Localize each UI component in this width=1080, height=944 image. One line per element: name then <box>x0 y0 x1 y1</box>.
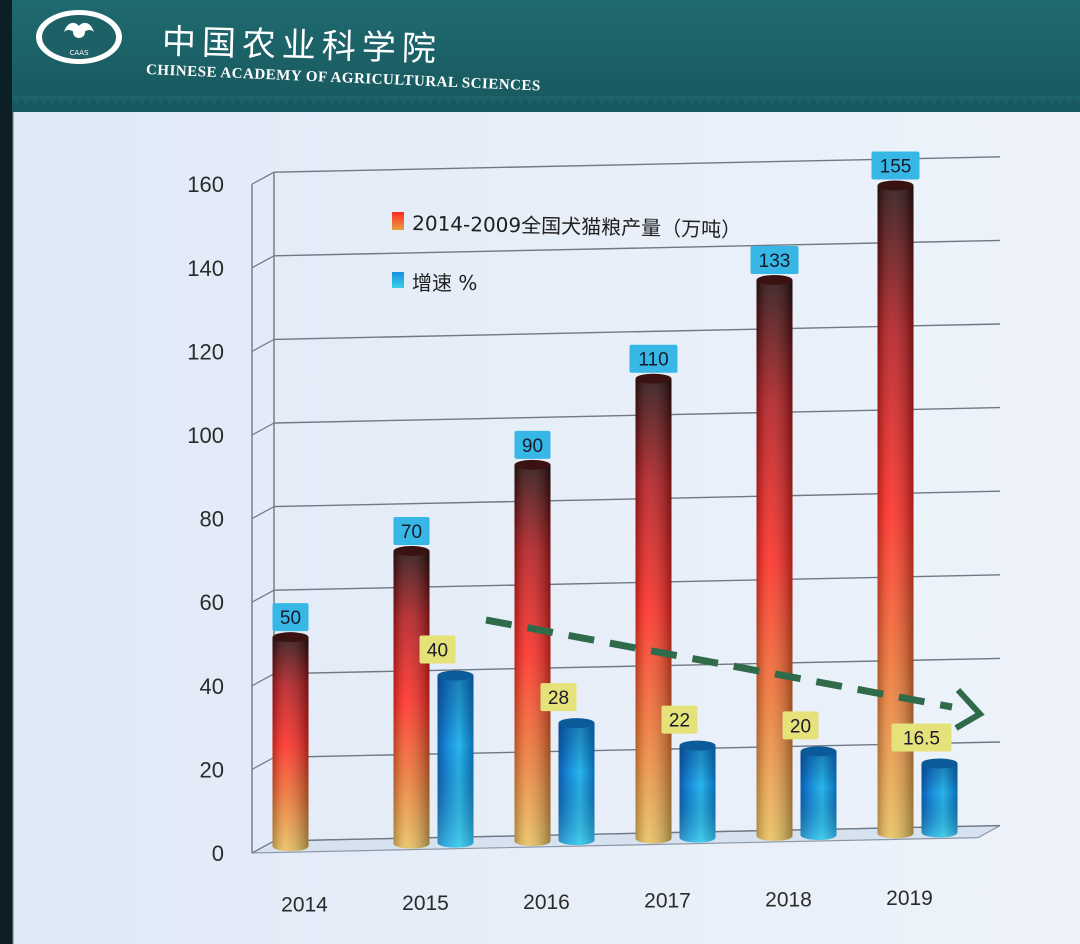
legend-swatch-growth <box>392 272 404 288</box>
production-data-label: 70 <box>393 517 430 546</box>
x-tick-label: 2016 <box>523 891 570 914</box>
x-tick-label: 2014 <box>281 893 328 916</box>
production-bar <box>393 546 430 849</box>
y-tick-label: 40 <box>200 674 224 699</box>
svg-text:133: 133 <box>759 251 791 272</box>
caas-emblem-icon: CAAS <box>36 10 122 64</box>
production-bar <box>877 180 914 839</box>
svg-text:70: 70 <box>401 522 422 543</box>
gridline-depth <box>251 589 275 603</box>
svg-text:28: 28 <box>548 688 569 709</box>
y-tick-label: 0 <box>212 841 224 866</box>
production-data-label: 155 <box>871 151 920 180</box>
growth-data-label: 16.5 <box>891 723 952 752</box>
svg-text:40: 40 <box>427 640 448 661</box>
x-tick-label: 2017 <box>644 890 691 913</box>
production-data-label: 133 <box>750 245 799 274</box>
svg-text:50: 50 <box>280 608 301 629</box>
growth-data-label: 20 <box>782 711 819 740</box>
production-bar <box>514 459 551 847</box>
production-data-label: 90 <box>514 430 551 459</box>
svg-text:20: 20 <box>790 716 811 737</box>
header-fringe-border <box>12 96 1080 105</box>
bars <box>272 180 958 852</box>
growth-bar <box>437 670 474 848</box>
svg-text:16.5: 16.5 <box>903 728 940 749</box>
gridline-depth <box>251 255 275 269</box>
growth-bar <box>800 746 837 840</box>
y-axis-ticks: 0 20 40 60 80 100 120 140 160 <box>187 172 224 866</box>
growth-data-label: 22 <box>661 705 698 734</box>
y-tick-label: 60 <box>200 590 224 615</box>
x-tick-label: 2019 <box>886 887 933 910</box>
gridline-depth <box>251 506 275 520</box>
fringe-band <box>12 96 1080 99</box>
gridline-depth <box>251 840 275 854</box>
gridline-depth <box>251 756 275 770</box>
growth-data-label: 40 <box>419 635 456 664</box>
y-tick-label: 20 <box>200 757 224 782</box>
legend-label-growth: 增速 % <box>412 271 477 295</box>
x-tick-label: 2015 <box>402 892 449 915</box>
gridline-depth <box>251 338 275 352</box>
trend-arrow <box>485 616 985 731</box>
logo-text: CAAS <box>69 49 89 57</box>
svg-text:155: 155 <box>880 156 912 177</box>
production-data-label: 110 <box>629 344 678 373</box>
gridline-depth <box>251 673 275 687</box>
legend-label-production: 2014-2009全国犬猫粮产量（万吨） <box>412 211 741 242</box>
production-data-label: 50 <box>272 603 309 632</box>
legend-item-growth: 增速 % <box>392 271 477 295</box>
slide-header: CAAS 中国农业科学院 CHINESE ACADEMY OF AGRICULT… <box>12 0 1080 112</box>
production-bar <box>756 274 793 841</box>
production-bar <box>635 373 672 844</box>
production-bar <box>272 632 309 852</box>
growth-data-label: 28 <box>540 683 577 712</box>
growth-bar <box>558 718 595 846</box>
y-tick-label: 120 <box>187 339 224 364</box>
growth-bar <box>679 740 716 843</box>
gridline-depth <box>251 422 275 436</box>
legend: 2014-2009全国犬猫粮产量（万吨） 增速 % <box>392 211 741 295</box>
data-labels: 50 70 40 90 28 110 22 133 20 155 16.5 <box>272 151 952 752</box>
growth-bar <box>921 758 958 838</box>
y-tick-label: 160 <box>187 172 224 197</box>
x-axis-labels: 2014 2015 2016 2017 2018 2019 <box>281 887 933 916</box>
y-tick-label: 80 <box>200 507 224 532</box>
svg-text:90: 90 <box>522 436 543 457</box>
svg-text:110: 110 <box>638 350 668 371</box>
y-tick-label: 100 <box>187 423 224 448</box>
legend-item-production: 2014-2009全国犬猫粮产量（万吨） <box>392 211 741 242</box>
x-tick-label: 2018 <box>765 888 812 911</box>
gridline-depth <box>251 171 275 185</box>
y-tick-label: 140 <box>187 256 224 281</box>
svg-text:22: 22 <box>669 711 690 732</box>
legend-swatch-production <box>392 212 404 230</box>
